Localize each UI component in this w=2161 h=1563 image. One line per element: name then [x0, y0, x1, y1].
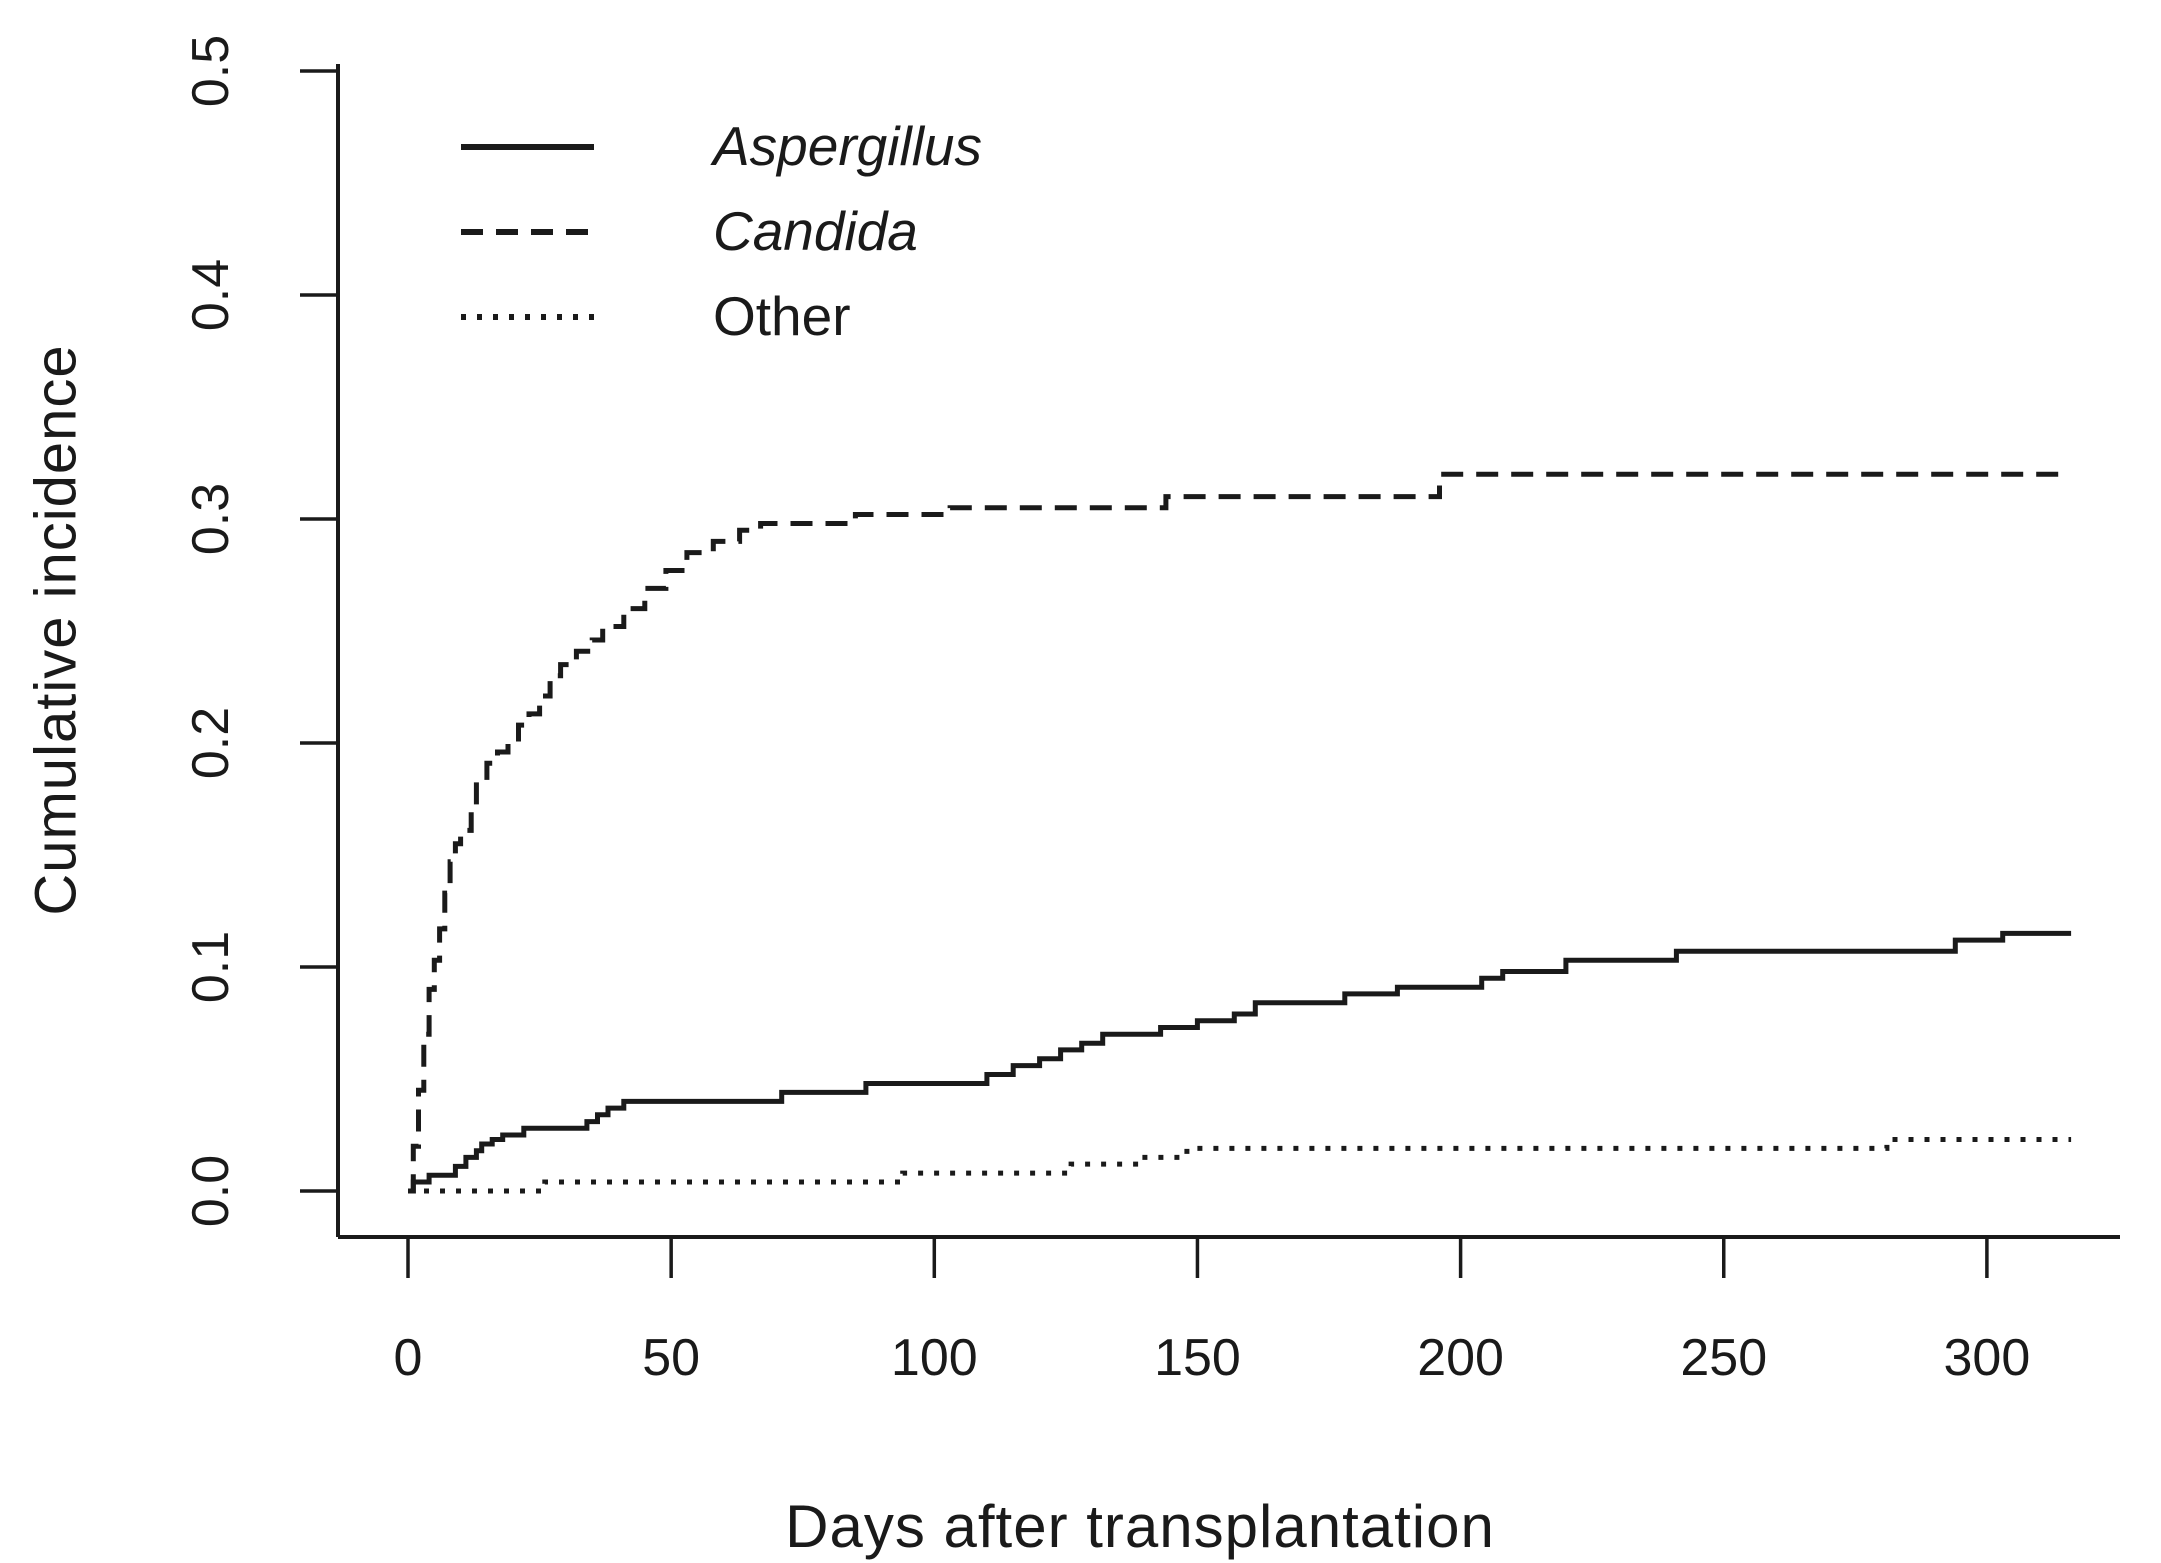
y-tick-label: 0.1 — [182, 931, 240, 1003]
x-tick-label: 0 — [394, 1329, 423, 1387]
x-axis-title: Days after transplantation — [785, 1493, 1495, 1560]
solid-line-icon — [461, 143, 594, 150]
y-tick-label: 0.4 — [182, 259, 240, 331]
series-aspergillus-curve — [408, 930, 2072, 1194]
legend: Aspergillus Candida Other — [461, 104, 982, 359]
dashed-line-icon — [461, 228, 594, 235]
y-tick-label: 0.5 — [182, 35, 240, 107]
x-tick-label: 200 — [1417, 1329, 1504, 1387]
x-tick-label: 150 — [1154, 1329, 1241, 1387]
y-tick-label: 0.3 — [182, 483, 240, 555]
y-tick-label: 0.2 — [182, 707, 240, 779]
legend-item-candida: Candida — [461, 189, 982, 274]
legend-label-other: Other — [713, 285, 851, 347]
x-tick-label: 300 — [1944, 1329, 2031, 1387]
dotted-line-icon — [461, 313, 594, 320]
y-axis-title: Cumulative incidence — [23, 344, 89, 916]
series-other-curve — [408, 1137, 2072, 1194]
legend-label-aspergillus: Aspergillus — [713, 115, 983, 177]
legend-item-aspergillus: Aspergillus — [461, 104, 982, 189]
y-tick-label: 0.0 — [182, 1155, 240, 1227]
x-tick-label: 50 — [642, 1329, 700, 1387]
legend-item-other: Other — [461, 274, 982, 359]
x-tick-label: 100 — [891, 1329, 978, 1387]
x-tick-label: 250 — [1680, 1329, 1767, 1387]
legend-label-candida: Candida — [713, 200, 918, 262]
series-candida-curve — [408, 471, 2072, 1194]
